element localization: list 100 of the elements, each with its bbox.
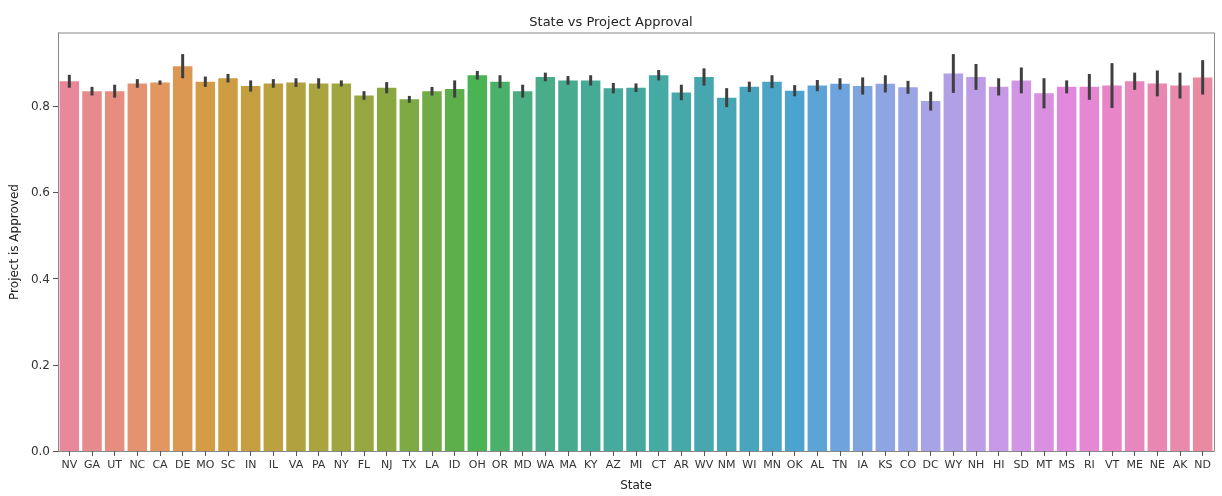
x-tick-label: AR xyxy=(673,458,690,471)
bar xyxy=(830,83,850,451)
x-tick-label: SD xyxy=(1013,458,1030,471)
x-tick-label: WV xyxy=(694,458,714,471)
x-tick-label: HI xyxy=(992,458,1005,471)
x-tick-label: PA xyxy=(311,458,326,471)
x-tick-label: MT xyxy=(1035,458,1053,471)
bar xyxy=(286,82,306,451)
x-tick-label: CO xyxy=(899,458,917,471)
x-tick-label: OK xyxy=(786,458,804,471)
bar xyxy=(1147,83,1168,451)
bar xyxy=(807,85,828,451)
x-tick-label: WY xyxy=(944,458,963,471)
x-tick-label: NH xyxy=(967,458,985,471)
x-tick-label: LA xyxy=(425,458,440,471)
x-tick-label: NJ xyxy=(380,458,393,471)
bar xyxy=(1011,80,1032,451)
bar xyxy=(943,73,964,451)
bar xyxy=(127,83,148,451)
x-tick-label: OH xyxy=(468,458,486,471)
bar xyxy=(376,87,397,451)
bar xyxy=(920,101,941,451)
bar xyxy=(512,91,533,451)
bar xyxy=(354,95,374,451)
x-tick-label: CT xyxy=(651,458,667,471)
bar xyxy=(1124,81,1145,451)
x-tick-label: AK xyxy=(1172,458,1189,471)
bar xyxy=(852,86,873,451)
x-tick-label: DE xyxy=(174,458,191,471)
x-tick-label: NE xyxy=(1149,458,1165,471)
bar xyxy=(966,76,986,451)
bar xyxy=(59,81,80,451)
x-tick-label: MI xyxy=(629,458,643,471)
x-tick-label: WI xyxy=(742,458,757,471)
bar xyxy=(1056,86,1077,451)
x-tick-label: NM xyxy=(717,458,736,471)
x-tick-label: IA xyxy=(857,458,869,471)
bar xyxy=(1170,85,1190,451)
bar xyxy=(1102,85,1122,451)
x-tick-label: IN xyxy=(244,458,257,471)
bar xyxy=(444,89,465,451)
bar xyxy=(195,81,216,451)
x-tick-label: UT xyxy=(107,458,123,471)
x-tick-label: GA xyxy=(83,458,101,471)
y-axis-title: Project is Approved xyxy=(7,184,21,300)
bar xyxy=(671,92,692,451)
x-axis-title: State xyxy=(620,478,652,492)
x-tick-label: NC xyxy=(129,458,146,471)
x-tick-label: KS xyxy=(878,458,893,471)
bar xyxy=(422,91,442,451)
bar xyxy=(784,90,805,451)
bar xyxy=(626,87,646,451)
bar xyxy=(308,83,329,451)
x-tick-label: MS xyxy=(1058,458,1075,471)
y-tick-label: 0.6 xyxy=(30,185,50,200)
x-tick-label: MN xyxy=(763,458,781,471)
bar xyxy=(716,97,737,451)
x-tick-label: AZ xyxy=(605,458,622,471)
chart-title: State vs Project Approval xyxy=(529,14,693,29)
bar xyxy=(150,82,170,451)
bar xyxy=(467,75,488,451)
x-tick-label: NV xyxy=(61,458,78,471)
x-tick-label: VT xyxy=(1104,458,1120,471)
bar xyxy=(1079,86,1100,451)
bar xyxy=(240,86,261,451)
x-tick-label: NY xyxy=(333,458,350,471)
bar xyxy=(898,87,918,451)
x-tick-label: ME xyxy=(1126,458,1143,471)
bar xyxy=(580,80,601,451)
bar xyxy=(694,76,714,451)
x-tick-label: IL xyxy=(268,458,279,471)
x-tick-label: KY xyxy=(583,458,598,471)
bar xyxy=(558,80,578,451)
bar xyxy=(762,81,782,451)
bar xyxy=(218,78,238,451)
bar xyxy=(82,91,102,451)
x-tick-label: AL xyxy=(810,458,826,471)
x-tick-label: MD xyxy=(513,458,532,471)
bar xyxy=(603,88,624,451)
bar xyxy=(399,99,420,451)
x-tick-label: ND xyxy=(1194,458,1212,471)
bar xyxy=(648,75,669,451)
bar xyxy=(535,76,556,451)
bar xyxy=(331,83,352,451)
y-tick-label: 0.2 xyxy=(30,357,50,372)
x-tick-label: MO xyxy=(196,458,215,471)
bar xyxy=(739,86,760,451)
bar xyxy=(172,66,193,451)
bar xyxy=(104,91,125,451)
x-tick-label: CA xyxy=(152,458,169,471)
bar xyxy=(875,83,896,451)
x-tick-label: ID xyxy=(448,458,461,471)
y-tick-label: 0.0 xyxy=(30,444,50,458)
x-tick-label: DC xyxy=(922,458,940,471)
x-tick-label: SC xyxy=(220,458,236,471)
y-tick-label: 0.8 xyxy=(30,99,50,114)
bar xyxy=(263,83,284,451)
x-tick-label: WA xyxy=(536,458,555,471)
bar xyxy=(490,81,510,451)
bar xyxy=(1034,93,1054,451)
